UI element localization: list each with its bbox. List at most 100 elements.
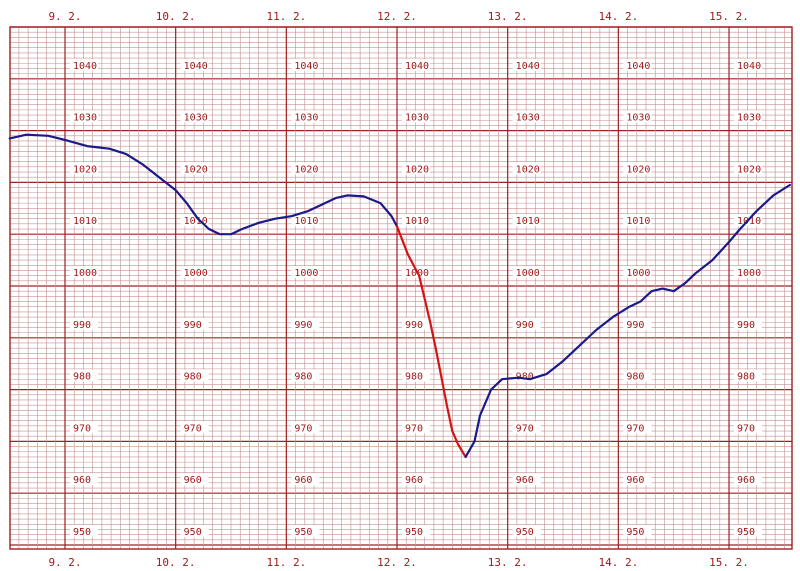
pressure-label-bg: [402, 214, 431, 227]
pressure-label: 970: [73, 423, 91, 434]
pressure-label: 1030: [626, 113, 650, 124]
pressure-label-bg: [180, 369, 209, 382]
day-label-top: 11. 2.: [266, 10, 306, 23]
pressure-label-bg: [623, 473, 652, 486]
chart-border: [9, 26, 793, 550]
pressure-label-bg: [291, 473, 320, 486]
pressure-label: 950: [184, 527, 202, 538]
pressure-label-bg: [734, 525, 763, 537]
pressure-label-bg: [623, 266, 652, 278]
pressure-label-bg: [402, 525, 431, 537]
pressure-label: 1040: [737, 61, 761, 72]
pressure-label: 1030: [737, 113, 761, 124]
pressure-label: 950: [516, 527, 534, 538]
pressure-label: 970: [184, 423, 202, 434]
pressure-label-bg: [291, 162, 320, 175]
pressure-label-bg: [623, 58, 652, 71]
pressure-label: 980: [405, 372, 423, 383]
pressure-label: 1040: [294, 61, 318, 72]
pressure-label-bg: [402, 162, 431, 175]
pressure-label: 990: [737, 320, 755, 331]
pressure-label-bg: [291, 266, 320, 278]
pressure-label: 1020: [73, 164, 97, 175]
pressure-label-bg: [70, 214, 98, 227]
pressure-label-bg: [180, 421, 209, 434]
pressure-label: 1000: [516, 268, 540, 279]
pressure-label-bg: [512, 266, 541, 278]
pressure-label-bg: [623, 214, 652, 227]
pressure-label: 980: [516, 372, 534, 383]
pressure-label: 1040: [516, 61, 540, 72]
day-label-top: 15. 2.: [709, 10, 749, 23]
pressure-label: 960: [294, 475, 312, 486]
pressure-label-bg: [734, 473, 763, 486]
day-labels: 9. 2. 9. 2. 10. 2. 10. 2. 11. 2. 11. 2. 12. 2.…: [48, 10, 748, 569]
pressure-label: 970: [626, 423, 644, 434]
pressure-label: 1000: [294, 268, 318, 279]
pressure-label-bg: [70, 162, 98, 175]
pressure-label: 990: [294, 320, 312, 331]
pressure-label: 1030: [73, 113, 97, 124]
pressure-label-bg: [291, 110, 320, 123]
series-line-1: [395, 225, 467, 458]
pressure-label: 1020: [184, 164, 208, 175]
pressure-label: 980: [737, 372, 755, 383]
pressure-label-bg: [70, 317, 98, 330]
pressure-label: 1000: [73, 268, 97, 279]
day-label-top: 12. 2.: [377, 10, 417, 23]
pressure-label-bg: [70, 525, 98, 537]
pressure-label-bg: [180, 58, 209, 71]
pressure-series: [8, 133, 791, 458]
day-label-top: 9. 2.: [48, 10, 81, 23]
pressure-label: 1000: [184, 268, 208, 279]
day-label-bottom: 11. 2.: [266, 556, 306, 569]
pressure-label: 1020: [405, 164, 429, 175]
day-label-bottom: 15. 2.: [709, 556, 749, 569]
pressure-label: 950: [405, 527, 423, 538]
pressure-label: 1010: [626, 216, 650, 227]
pressure-label-bg: [70, 266, 98, 278]
pressure-label-bg: [291, 58, 320, 71]
series-line-2: [464, 183, 791, 458]
pressure-label-bg: [512, 473, 541, 486]
pressure-label-bg: [180, 525, 209, 537]
pressure-label-bg: [623, 421, 652, 434]
day-label-bottom: 13. 2.: [488, 556, 528, 569]
pressure-label-bg: [512, 110, 541, 123]
pressure-label-bg: [70, 58, 98, 71]
day-label-bottom: 12. 2.: [377, 556, 417, 569]
pressure-label-bg: [402, 473, 431, 486]
pressure-label: 1010: [294, 216, 318, 227]
pressure-label-bg: [402, 58, 431, 71]
pressure-label-bg: [180, 473, 209, 486]
pressure-label-bg: [623, 369, 652, 382]
pressure-label-bg: [291, 214, 320, 227]
pressure-label: 1010: [516, 216, 540, 227]
pressure-label-bg: [70, 421, 98, 434]
pressure-label: 1020: [737, 164, 761, 175]
pressure-label: 960: [737, 475, 755, 486]
pressure-label-bg: [402, 421, 431, 434]
pressure-label-bg: [70, 473, 98, 486]
pressure-label-bg: [734, 266, 763, 278]
pressure-label: 960: [516, 475, 534, 486]
pressure-label-bg: [734, 162, 763, 175]
pressure-label-bg: [623, 317, 652, 330]
pressure-label: 990: [626, 320, 644, 331]
pressure-label-bg: [623, 110, 652, 123]
pressure-label: 1010: [73, 216, 97, 227]
day-label-bottom: 14. 2.: [598, 556, 638, 569]
pressure-label-bg: [70, 110, 98, 123]
pressure-label: 1030: [405, 113, 429, 124]
pressure-label-bg: [512, 214, 541, 227]
pressure-label: 1030: [184, 113, 208, 124]
pressure-label: 950: [626, 527, 644, 538]
pressure-label-bg: [734, 369, 763, 382]
pressure-label: 950: [737, 527, 755, 538]
pressure-label: 950: [73, 527, 91, 538]
pressure-label: 990: [73, 320, 91, 331]
pressure-label: 980: [626, 372, 644, 383]
pressure-label-bg: [734, 110, 763, 123]
pressure-label: 1040: [73, 61, 97, 72]
pressure-label-bg: [623, 162, 652, 175]
